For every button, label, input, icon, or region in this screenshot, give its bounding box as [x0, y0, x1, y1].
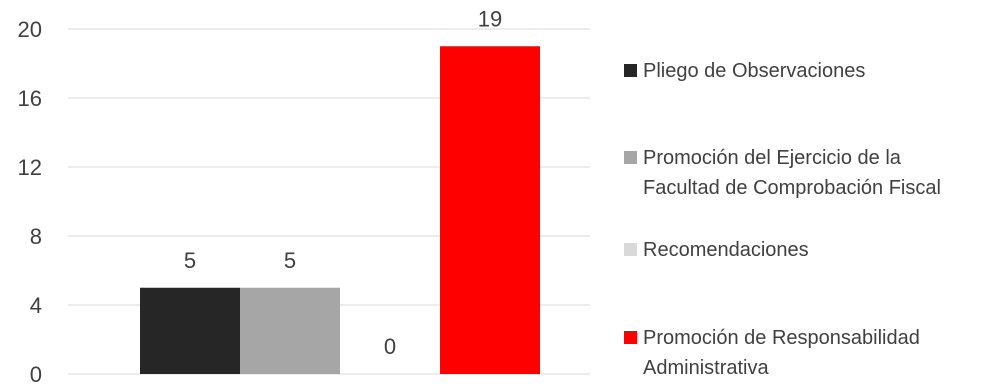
bar: [440, 46, 540, 374]
legend-swatch: [624, 243, 637, 256]
legend: Pliego de Observaciones Promoción del Eje…: [624, 60, 941, 379]
bar: [240, 287, 340, 374]
y-tick-label: 20: [18, 17, 42, 42]
legend-label: Recomendaciones: [643, 239, 809, 261]
legend-swatch: [624, 64, 637, 77]
y-tick-label: 8: [30, 224, 42, 249]
y-tick-label: 12: [18, 155, 42, 180]
bar: [140, 287, 240, 374]
data-label: 19: [478, 6, 502, 31]
y-tick-label: 0: [30, 362, 42, 383]
legend-label: Facultad de Comprobación Fiscal: [643, 177, 941, 199]
data-labels: 5 5 0 19: [184, 6, 502, 359]
data-label: 0: [384, 334, 396, 359]
y-tick-label: 16: [18, 86, 42, 111]
y-tick-label: 4: [30, 293, 42, 318]
bars: [140, 46, 540, 374]
data-label: 5: [284, 248, 296, 273]
legend-label: Pliego de Observaciones: [643, 60, 865, 82]
legend-label: Promoción de Responsabilidad: [643, 327, 920, 349]
legend-label: Administrativa: [643, 357, 769, 379]
legend-label: Promoción del Ejercicio de la: [643, 147, 902, 169]
legend-swatch: [624, 331, 637, 344]
data-label: 5: [184, 248, 196, 273]
legend-swatch: [624, 151, 637, 164]
